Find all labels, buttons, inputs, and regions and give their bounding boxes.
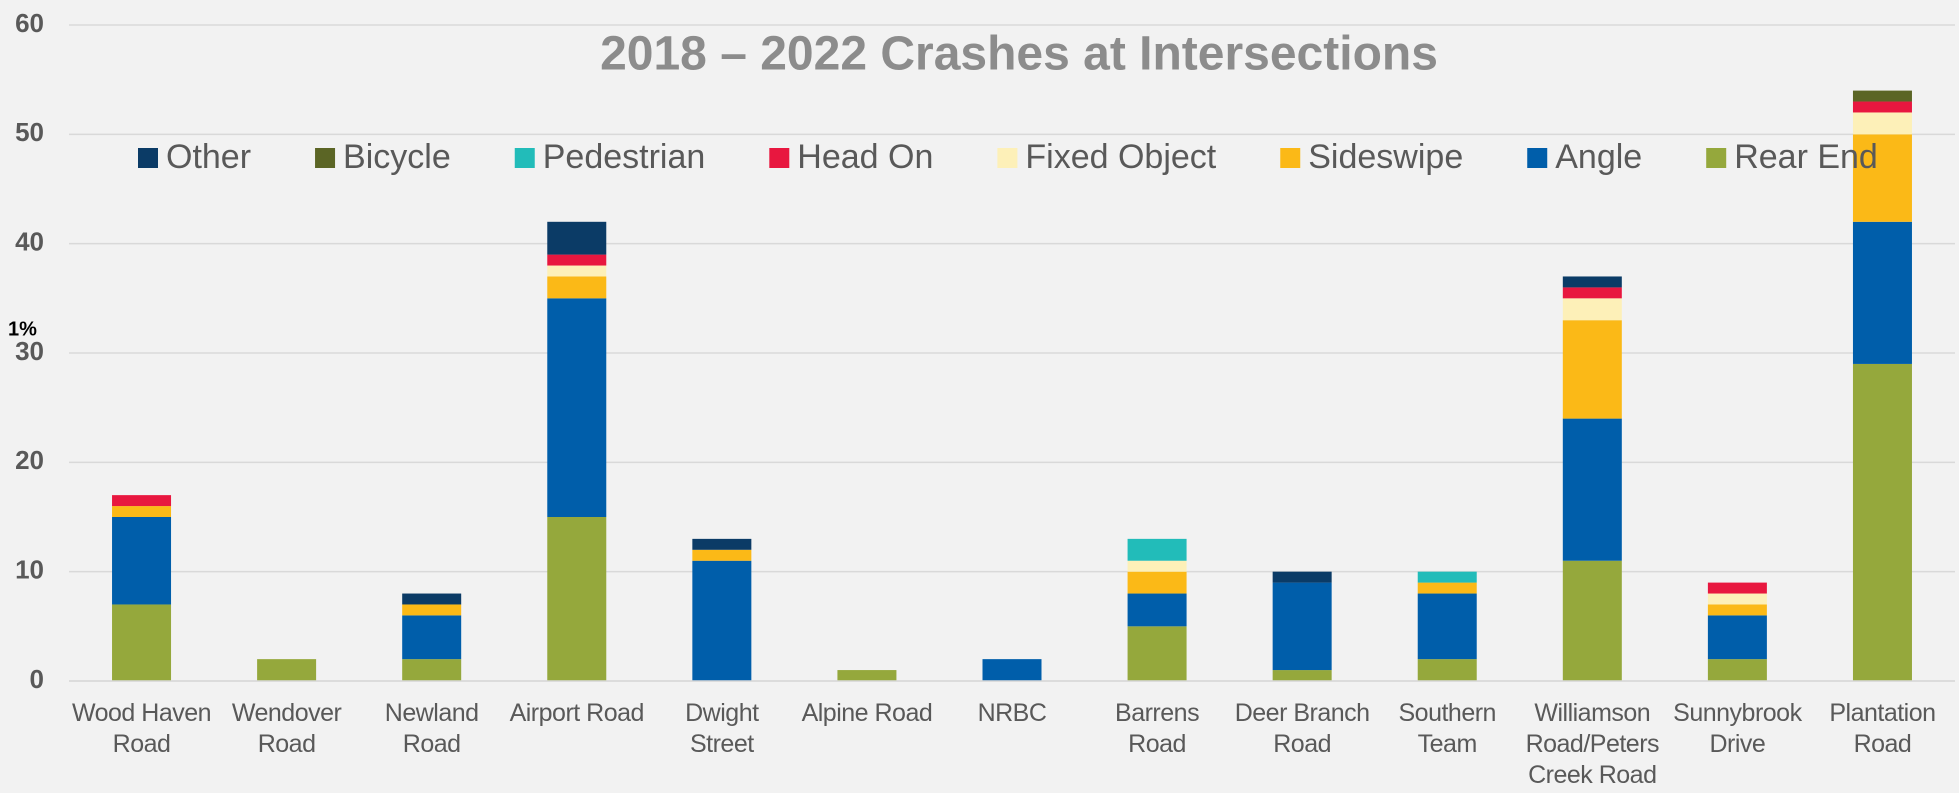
bar-segment [1852,221,1912,364]
legend-swatch [138,148,158,168]
bar-segment [112,495,172,507]
bar-segment [1852,90,1912,102]
bar-segment [1707,593,1767,605]
bar-segment [1127,593,1187,627]
x-tick-label: Williamson Road/Peters Creek Road [1525,699,1660,789]
bar-segment [1417,593,1477,660]
bar-segment [112,517,172,605]
x-tick-label: NRBC [977,699,1047,727]
legend-label: Sideswipe [1308,138,1463,176]
x-tick-label: Newland Road [384,699,479,758]
bar-segment [547,265,607,277]
legend-label: Pedestrian [543,138,706,176]
bar-segment [1127,626,1187,681]
annotation: 1% [8,318,37,340]
x-tick-label: Southern Team [1398,699,1496,758]
bar-segment [1707,582,1767,594]
bar-segment [112,506,172,517]
bar-segment [1417,659,1477,681]
bar-segment [837,670,897,681]
bar-segment [402,593,462,605]
bar-segment [402,659,462,681]
bar-segment [1127,560,1187,572]
bar-segment [1562,287,1622,299]
bar-segment [982,659,1042,681]
bar-segment [547,221,607,255]
bar-segment [1127,571,1187,594]
bar-segment [402,615,462,660]
bar-segment [547,298,607,517]
bar-segment [692,549,752,561]
bar-segment [1417,571,1477,583]
legend-swatch [769,148,790,168]
bar-segment [1852,134,1912,222]
bar-segment [547,276,607,299]
legend-label: Bicycle [343,138,451,176]
x-tick-label: Plantation Road [1829,699,1936,758]
x-tick-label: Alpine Road [801,699,933,727]
bar-segment [257,659,317,681]
legend-swatch [997,148,1018,168]
legend-label: Rear End [1734,138,1878,176]
x-tick-label: Airport Road [509,699,645,727]
bar-segment [1272,571,1332,583]
bar-segment [547,517,607,681]
bar-segment [1562,276,1622,288]
bar-segment [547,254,607,266]
bar-segment [1272,670,1332,681]
bar-segment [1562,418,1622,561]
legend-swatch [514,148,535,168]
bar-segment [1417,582,1477,594]
bar-segment [692,560,752,681]
x-tick-label: Barrens Road [1115,699,1200,758]
bar-segment [1562,320,1622,419]
bar-segment [1707,615,1767,660]
y-tick-label: 20 [15,445,44,475]
y-tick-label: 0 [30,664,44,694]
x-tick-label: Wendover Road [231,699,342,758]
legend-label: Angle [1555,138,1642,176]
bar-segment [1562,560,1622,681]
bar-segment [1562,298,1622,321]
bar-segment [112,604,172,681]
x-tick-label: Dwight Street [685,699,759,758]
y-tick-label: 50 [15,117,44,147]
legend-swatch [1527,148,1548,168]
bar-segment [692,538,752,550]
legend-label: Head On [797,138,933,176]
legend-label: Other [166,138,251,176]
x-tick-label: Wood Haven Road [71,699,212,758]
bar-segment [1707,659,1767,681]
bar-segment [1852,101,1912,113]
legend-swatch [1280,148,1301,168]
legend-label: Fixed Object [1025,138,1216,176]
bar-segment [1852,112,1912,135]
bar-segment [1707,604,1767,616]
y-tick-label: 60 [15,8,44,38]
y-tick-label: 10 [15,555,44,585]
y-tick-label: 30 [15,336,44,366]
bar-segment [1127,538,1187,561]
bar-segment [402,604,462,616]
legend-swatch [1706,148,1727,168]
bar-segment [1272,582,1332,671]
bar-segment [1852,363,1912,681]
y-tick-label: 40 [15,227,44,257]
x-tick-label: Sunnybrook Drive [1673,699,1802,758]
legend-swatch [315,148,336,168]
chart-title: 2018 – 2022 Crashes at Intersections [600,28,1438,81]
x-tick-label: Deer Branch Road [1234,699,1370,758]
